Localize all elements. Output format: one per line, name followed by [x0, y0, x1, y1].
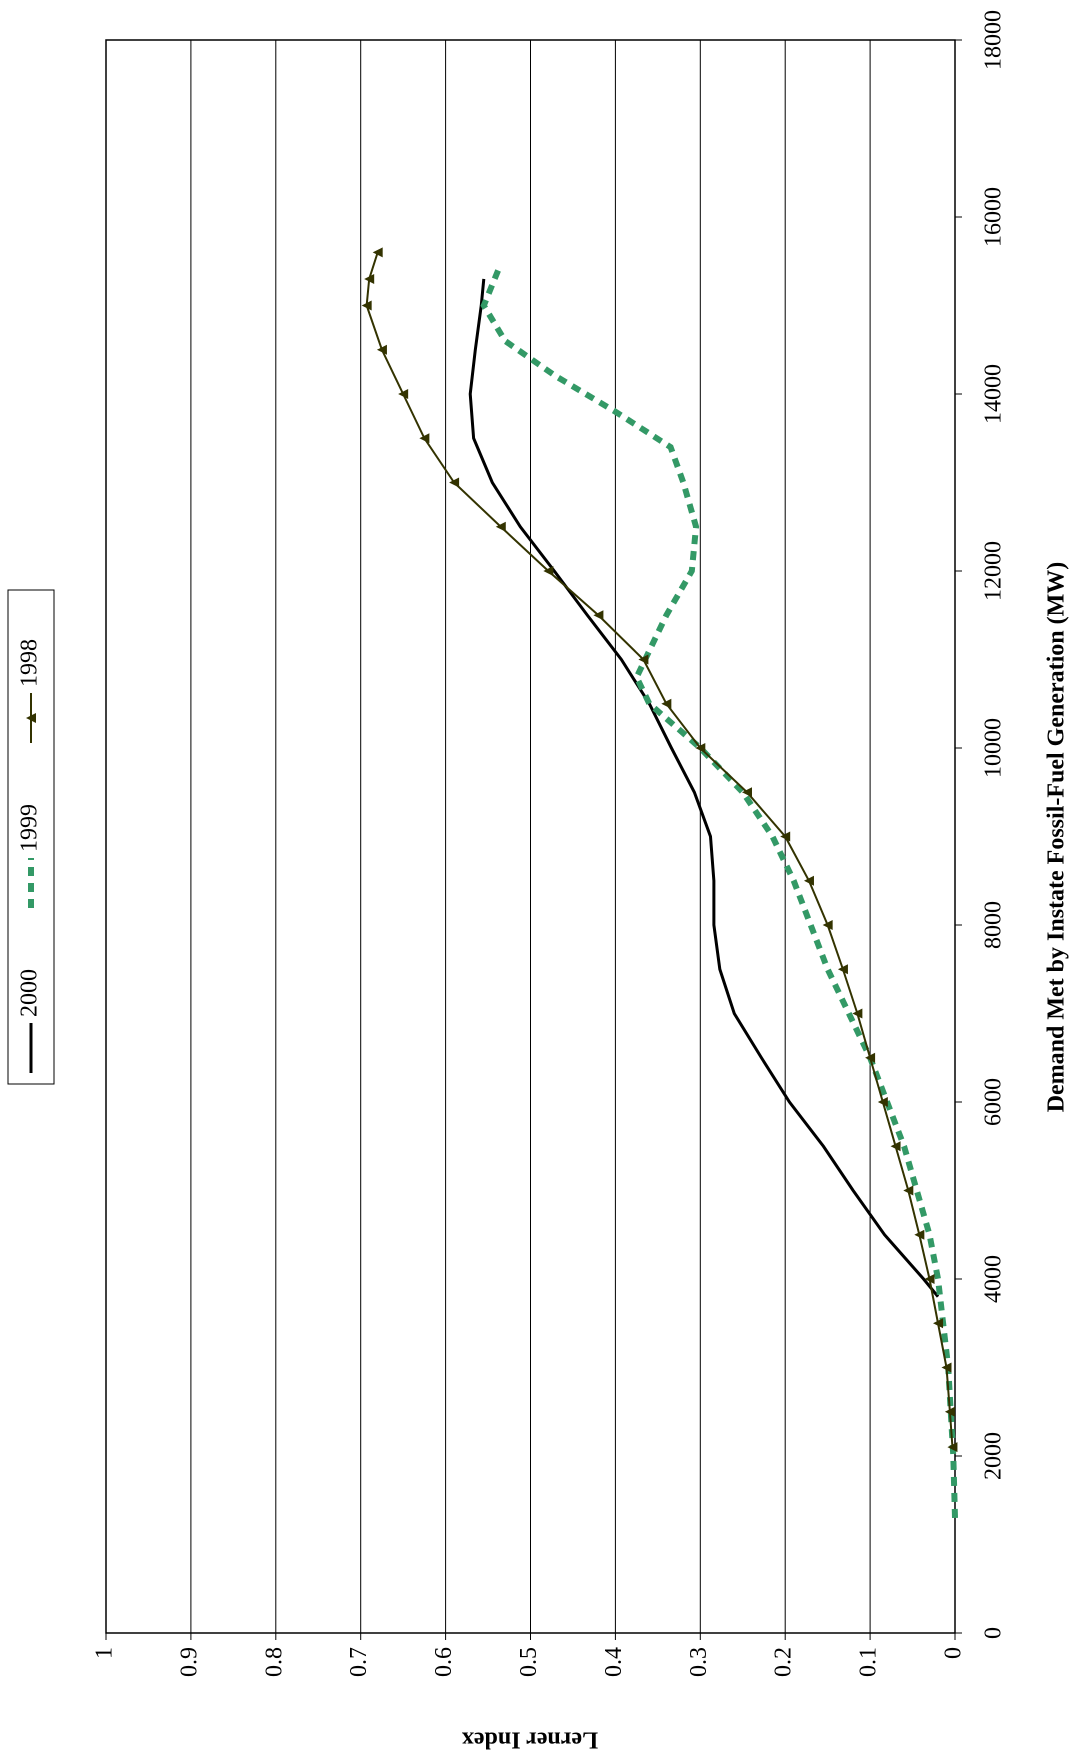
- rotated-plot: Demand Met by Instate Fossil-Fuel Genera…: [7, 10, 1070, 1753]
- point-marker: [543, 566, 554, 576]
- x-tick-label: 0: [981, 1627, 1007, 1639]
- legend-label: 1999: [17, 804, 43, 852]
- point-marker: [944, 1406, 955, 1417]
- point-marker: [865, 1052, 876, 1063]
- x-tick-label: 12000: [981, 541, 1007, 601]
- point-marker: [803, 875, 814, 886]
- legend-marker: [26, 713, 36, 723]
- y-tick-label: 0.9: [176, 1647, 202, 1677]
- point-marker: [877, 1097, 888, 1107]
- point-marker: [695, 743, 706, 753]
- point-marker: [947, 1442, 958, 1453]
- point-marker: [593, 610, 604, 621]
- legend-box: [7, 589, 55, 1085]
- x-tick-label: 6000: [981, 1078, 1007, 1126]
- x-tick-label: 10000: [981, 718, 1007, 778]
- point-marker: [419, 433, 430, 444]
- x-tick-label: 4000: [981, 1255, 1007, 1303]
- point-marker: [837, 964, 848, 975]
- y-tick-label: 0.7: [346, 1647, 372, 1677]
- series-line: [480, 268, 958, 1519]
- x-tick-label: 18000: [981, 10, 1007, 70]
- series-line: [365, 252, 954, 1448]
- y-tick-label: 0.8: [261, 1647, 287, 1677]
- y-tick-label: 0.3: [686, 1647, 712, 1677]
- point-marker: [780, 831, 791, 842]
- point-marker: [364, 273, 375, 284]
- legend-label: 1998: [17, 639, 43, 687]
- point-marker: [372, 247, 383, 258]
- y-tick-label: 0.4: [601, 1647, 627, 1677]
- y-tick-label: 0.6: [431, 1647, 457, 1677]
- point-marker: [914, 1229, 925, 1240]
- point-marker: [398, 389, 409, 399]
- x-tick-label: 2000: [981, 1432, 1007, 1480]
- x-axis-title: Demand Met by Instate Fossil-Fuel Genera…: [1044, 562, 1070, 1113]
- point-marker: [903, 1185, 914, 1196]
- y-axis-title: Lerner Index: [462, 1726, 598, 1752]
- series-line: [468, 278, 940, 1298]
- point-marker: [376, 344, 387, 355]
- point-marker: [495, 521, 506, 532]
- legend-label: 2000: [17, 969, 43, 1017]
- point-marker: [361, 300, 372, 311]
- point-marker: [924, 1274, 935, 1284]
- y-tick-label: 0: [941, 1647, 967, 1659]
- x-tick-label: 16000: [981, 187, 1007, 247]
- x-tick-label: 8000: [981, 901, 1007, 949]
- point-marker: [890, 1141, 901, 1152]
- point-marker: [449, 477, 460, 488]
- point-marker: [661, 698, 672, 709]
- point-marker: [822, 920, 833, 930]
- point-marker: [852, 1008, 863, 1019]
- y-tick-label: 0.2: [771, 1647, 797, 1677]
- point-marker: [741, 787, 752, 798]
- y-tick-label: 1: [92, 1647, 118, 1659]
- point-marker: [933, 1318, 944, 1329]
- y-tick-label: 0.5: [516, 1647, 542, 1677]
- point-marker: [638, 654, 649, 665]
- x-tick-label: 14000: [981, 364, 1007, 424]
- point-marker: [941, 1362, 952, 1373]
- y-tick-label: 0.1: [856, 1647, 882, 1677]
